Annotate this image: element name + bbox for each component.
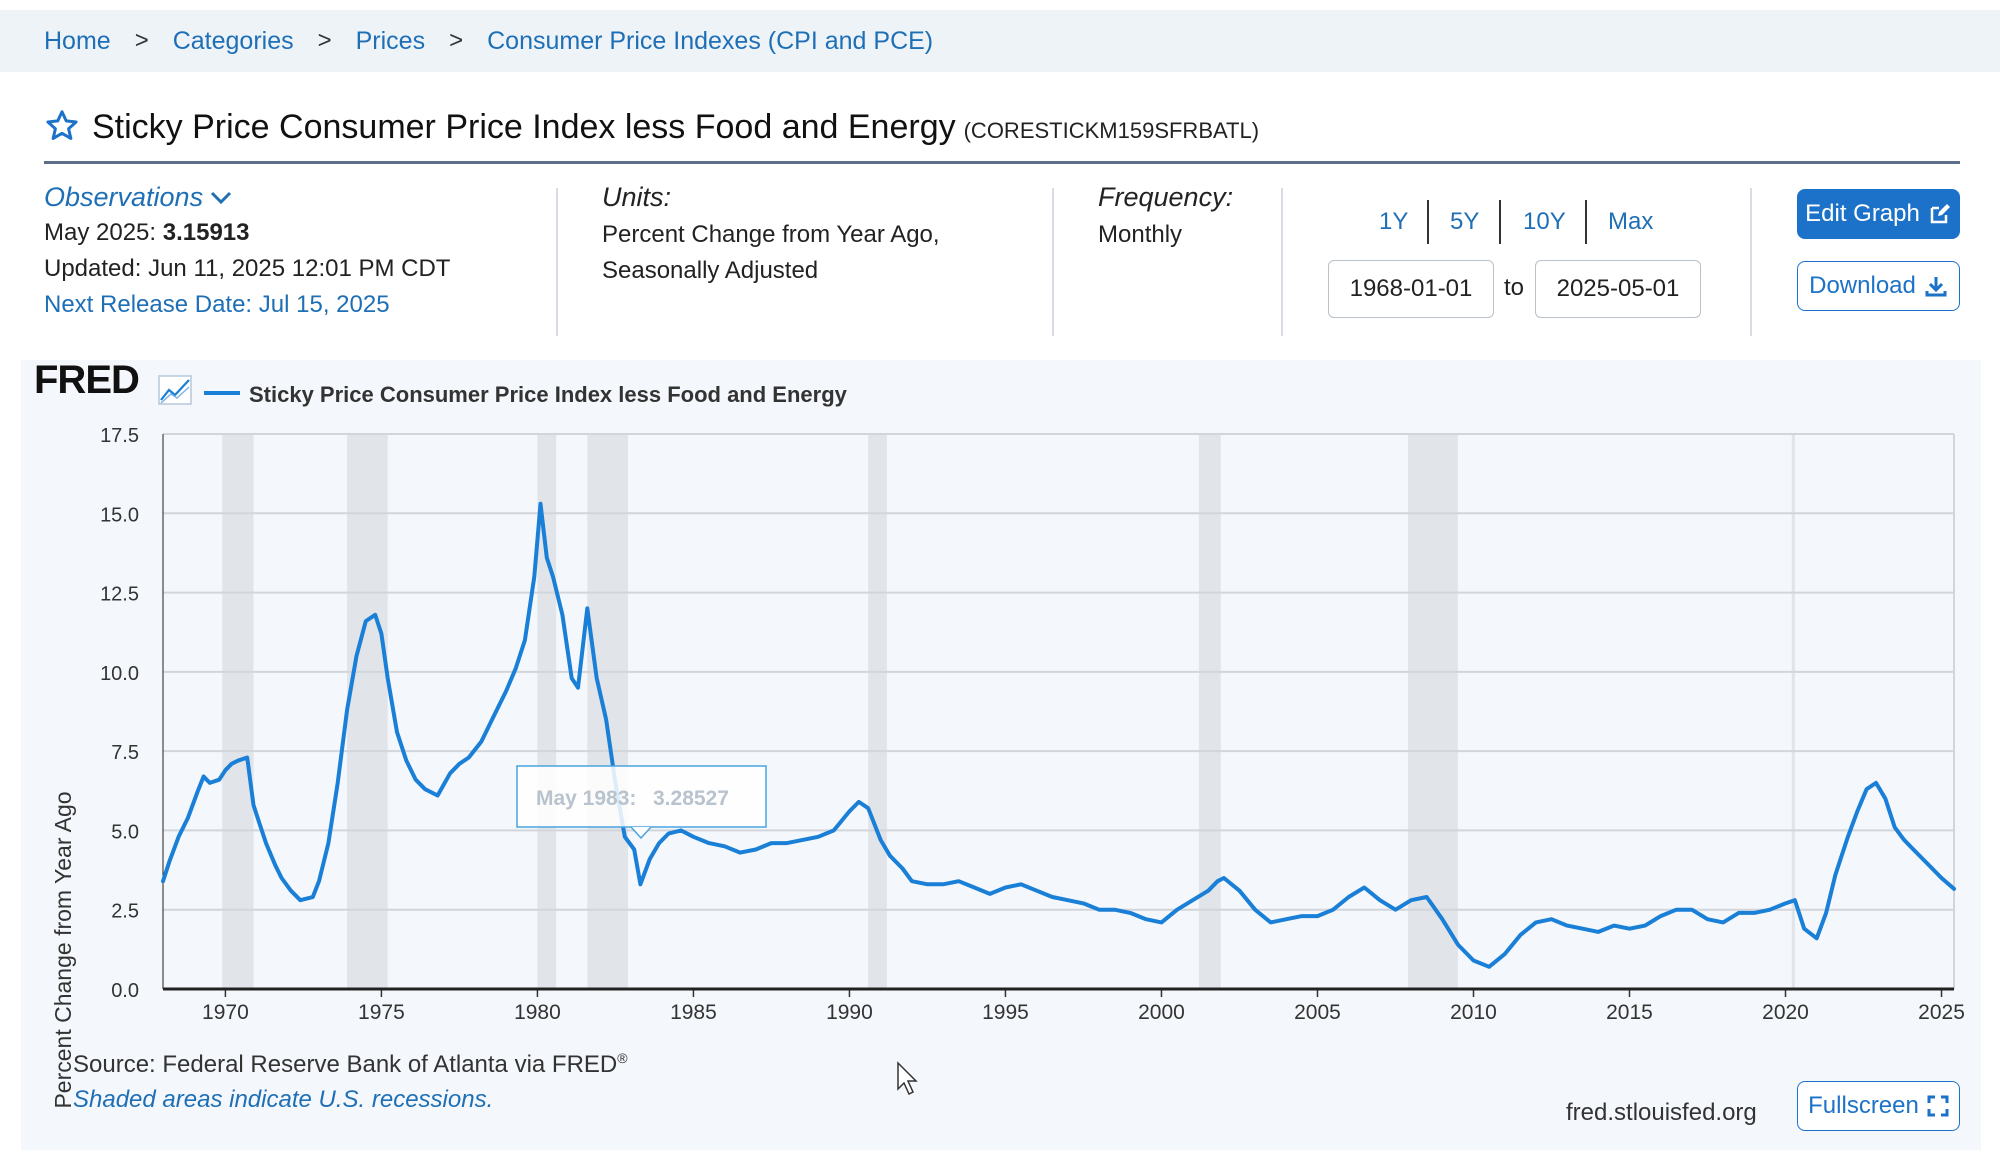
units-label: Units: [602,182,672,212]
x-tick-label: 1975 [358,1001,405,1024]
source-text: Source: Federal Reserve Bank of Atlanta … [73,1050,628,1079]
end-date-input[interactable]: 2025-05-01 [1535,260,1701,318]
hover-tooltip: May 1983: 3.28527 [516,765,767,840]
x-tick-label: 2015 [1606,1001,1653,1024]
fred-site-link[interactable]: fred.stlouisfed.org [1566,1099,1757,1126]
x-tick-label: 1970 [202,1001,249,1024]
breadcrumb-prices[interactable]: Prices [355,26,426,55]
breadcrumb-home[interactable]: Home [44,26,111,55]
frequency-panel: Frequency: Monthly [1098,182,1233,249]
recession-band [347,434,388,989]
observations-dropdown[interactable]: Observations [44,182,450,213]
latest-observation-label: May 2025: [44,219,157,246]
y-tick-label: 7.5 [111,742,139,764]
y-tick-label: 0.0 [111,980,139,1002]
expand-icon [1927,1095,1949,1117]
series-line[interactable] [161,501,1956,969]
observations-label[interactable]: Observations [44,182,204,212]
chevron-down-icon[interactable] [209,189,233,207]
range-max-button[interactable]: Max [1608,208,1654,235]
x-tick-label: 2025 [1918,1001,1965,1024]
y-tick-label: 10.0 [100,663,139,685]
recession-band [222,434,254,989]
y-tick-label: 2.5 [111,901,139,923]
range-10y-button[interactable]: 10Y [1523,208,1566,235]
edit-graph-label: Edit Graph [1805,200,1920,227]
updated-text: Updated: Jun 11, 2025 12:01 PM CDT [44,255,451,282]
divider [1052,188,1054,336]
favorite-star-icon[interactable] [44,108,80,144]
line-chart[interactable]: FRED Sticky Price Consumer Price Index l… [21,358,1981,1150]
y-tick-label: 5.0 [111,821,139,843]
x-tick-label: 2000 [1138,1001,1185,1024]
series-title-row: Sticky Price Consumer Price Index less F… [44,102,1259,147]
recession-band [1407,434,1458,989]
units-line1: Percent Change from Year Ago, [602,221,940,248]
page-title: Sticky Price Consumer Price Index less F… [92,108,956,146]
x-tick-label: 1995 [982,1001,1029,1024]
download-label: Download [1809,272,1916,299]
units-panel: Units: Percent Change from Year Ago, Sea… [602,182,940,285]
mouse-cursor-icon [897,1061,918,1096]
breadcrumb-cpi-pce[interactable]: Consumer Price Indexes (CPI and PCE) [487,26,934,55]
tooltip-value: 3.28527 [653,787,729,810]
y-tick-label: 17.5 [100,425,139,447]
recession-band [1198,434,1221,989]
recession-band [587,434,628,989]
date-range-to-label: to [1504,274,1525,301]
breadcrumb: Home > Categories > Prices > Consumer Pr… [0,10,2000,72]
fullscreen-label: Fullscreen [1808,1092,1919,1119]
chart-container: FRED Sticky Price Consumer Price Index l… [21,358,1981,1150]
range-separator [1427,200,1429,244]
range-separator [1585,200,1587,244]
start-date-input[interactable]: 1968-01-01 [1328,260,1494,318]
legend-label: Sticky Price Consumer Price Index less F… [249,382,848,407]
y-tick-label: 15.0 [100,504,139,526]
range-5y-button[interactable]: 5Y [1450,208,1480,235]
frequency-value: Monthly [1098,221,1183,248]
y-axis-label: Percent Change from Year Ago [50,791,76,1108]
x-tick-label: 2010 [1450,1001,1497,1024]
breadcrumb-separator: > [134,27,149,54]
range-separator [1499,200,1501,244]
download-button[interactable]: Download [1797,261,1960,311]
frequency-label: Frequency: [1098,182,1234,212]
x-tick-label: 1990 [826,1001,873,1024]
tooltip-date: May 1983: [536,787,636,810]
source-label: Source: Federal Reserve Bank of Atlanta … [73,1051,618,1078]
breadcrumb-separator: > [317,27,332,54]
y-tick-label: 12.5 [100,584,139,606]
latest-observation-value: 3.15913 [162,219,250,246]
x-tick-label: 1985 [670,1001,717,1024]
edit-graph-button[interactable]: Edit Graph [1797,189,1960,239]
next-release-link[interactable]: Next Release Date: Jul 15, 2025 [44,291,390,318]
series-code: (CORESTICKM159SFRBATL) [963,118,1260,143]
recession-band [1791,434,1795,989]
observations-panel: Observations May 2025: 3.15913 Updated: … [44,182,450,319]
recession-band [868,434,887,989]
fullscreen-button[interactable]: Fullscreen [1797,1081,1960,1131]
units-line2: Seasonally Adjusted [602,257,819,284]
divider [1281,188,1283,336]
breadcrumb-separator: > [449,27,464,54]
divider [1750,188,1752,336]
recession-note: Shaded areas indicate U.S. recessions. [73,1086,494,1113]
fred-chart-icon [158,375,192,405]
edit-icon [1930,204,1950,224]
x-tick-label: 2020 [1762,1001,1809,1024]
registered-mark: ® [617,1050,628,1066]
x-tick-label: 2005 [1294,1001,1341,1024]
x-tick-label: 1980 [514,1001,561,1024]
title-divider [44,161,1960,164]
range-1y-button[interactable]: 1Y [1379,208,1409,235]
fred-logo: FRED [34,360,139,402]
divider [556,188,558,336]
breadcrumb-categories[interactable]: Categories [172,26,294,55]
download-icon [1925,277,1947,297]
